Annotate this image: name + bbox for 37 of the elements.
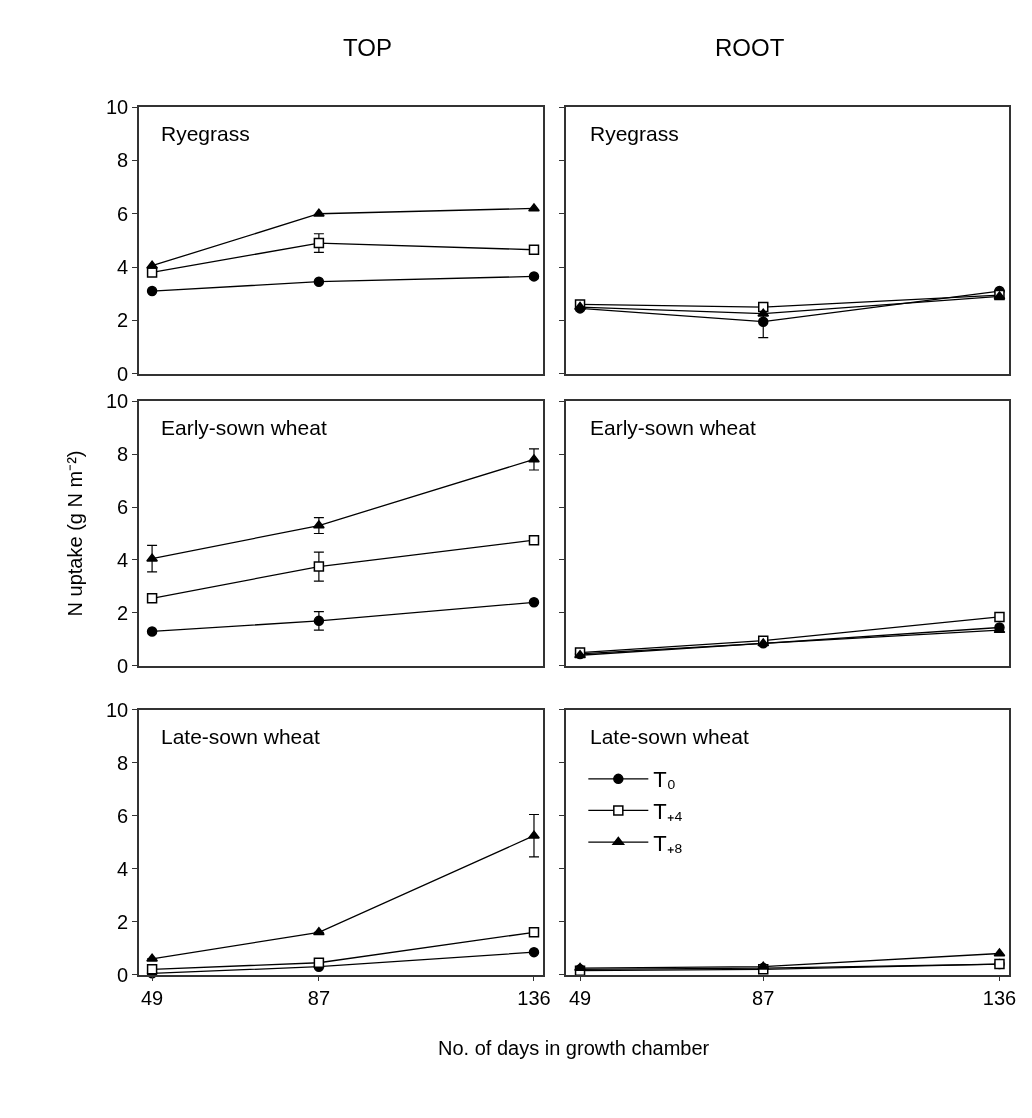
- x-tick-label: 49: [568, 987, 592, 1010]
- annotation: Early-sown wheat: [161, 416, 327, 439]
- y-tick-label: 0: [117, 654, 129, 677]
- x-axis-title: No. of days in growth chamber: [438, 1037, 710, 1059]
- legend-label: T₀: [653, 767, 676, 793]
- y-tick-label: 4: [117, 857, 129, 880]
- y-axis-title: N uptake (g N m⁻²): [63, 450, 86, 617]
- y-tick-label: 0: [117, 963, 129, 986]
- y-tick-label: 2: [117, 309, 129, 332]
- x-tick-label: 136: [982, 987, 1017, 1010]
- annotation: Late-sown wheat: [590, 725, 749, 748]
- y-tick-label: 6: [117, 804, 129, 827]
- annotation: Early-sown wheat: [590, 416, 756, 439]
- y-tick-label: 10: [105, 698, 129, 721]
- chart-title: TOP: [343, 34, 392, 61]
- y-tick-label: 10: [105, 390, 129, 413]
- y-tick-label: 8: [117, 443, 129, 466]
- y-tick-label: 0: [117, 362, 129, 385]
- y-tick-label: 6: [117, 202, 129, 225]
- annotation: Ryegrass: [161, 122, 250, 145]
- x-tick-label: 136: [517, 987, 551, 1010]
- x-tick-label: 87: [307, 987, 331, 1010]
- y-tick-label: 2: [117, 601, 129, 624]
- legend-label: T₊₄: [653, 799, 683, 825]
- chart-title: ROOT: [715, 34, 785, 61]
- y-tick-label: 6: [117, 496, 129, 519]
- y-tick-label: 8: [117, 751, 129, 774]
- annotation: Late-sown wheat: [161, 725, 320, 748]
- y-tick-label: 2: [117, 910, 129, 933]
- y-tick-label: 4: [117, 256, 129, 279]
- x-tick-label: 87: [752, 987, 775, 1010]
- annotation: Ryegrass: [590, 122, 679, 145]
- y-tick-label: 8: [117, 149, 129, 172]
- y-tick-label: 10: [105, 96, 129, 119]
- y-tick-label: 4: [117, 548, 129, 571]
- x-tick-label: 49: [140, 987, 164, 1010]
- legend-label: T₊₈: [653, 830, 683, 856]
